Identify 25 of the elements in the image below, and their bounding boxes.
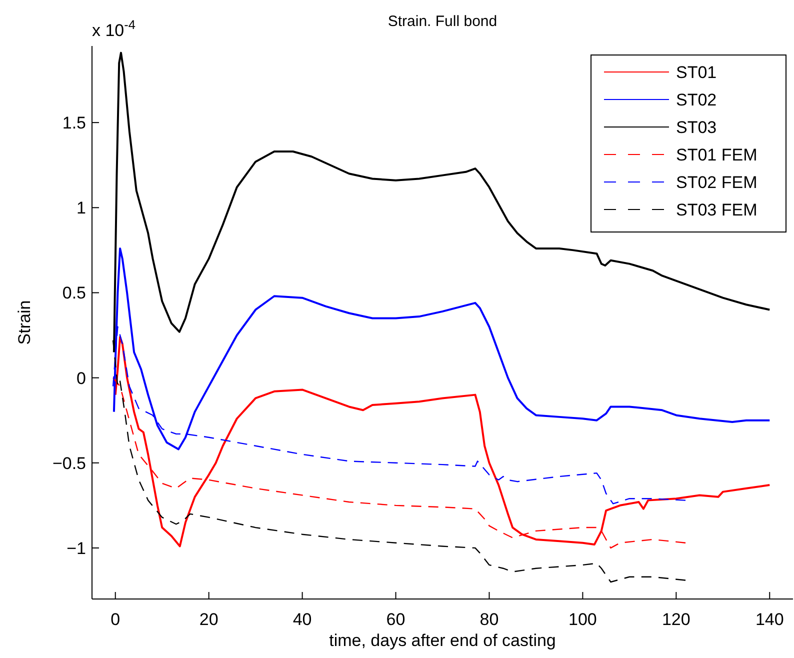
x-tick-label: 80: [480, 610, 499, 629]
x-tick-label: 120: [662, 610, 690, 629]
legend-label: ST02 FEM: [676, 172, 758, 192]
x-tick-label: 0: [110, 610, 120, 629]
x-axis-title: time, days after end of casting: [329, 631, 556, 650]
legend-label: ST01 FEM: [676, 145, 758, 164]
x-tick-label: 40: [292, 610, 312, 629]
legend-label: ST03: [676, 118, 717, 137]
x-tick-label: 140: [755, 610, 784, 629]
legend-label: ST02: [676, 90, 717, 110]
text: x 10$^{-4}$: [92, 16, 136, 40]
x-tick-label: 20: [199, 610, 218, 629]
y-tick-label: 0: [76, 368, 86, 388]
y-tick-label: −0.5: [52, 454, 86, 473]
legend-label: ST01: [676, 62, 717, 82]
y-tick-label: 0.5: [62, 284, 86, 303]
chart-title: Strain. Full bond: [388, 13, 498, 30]
x-tick-label: 60: [386, 610, 406, 629]
x-tick-label: 100: [568, 610, 597, 629]
line-series: [114, 336, 771, 548]
y-tick-label: 1: [76, 198, 86, 218]
legend-label: ST03 FEM: [676, 200, 758, 220]
y-tick-label: −1: [66, 538, 86, 558]
y-axis-title: Strain: [15, 300, 34, 345]
y-tick-label: 1.5: [62, 114, 86, 133]
